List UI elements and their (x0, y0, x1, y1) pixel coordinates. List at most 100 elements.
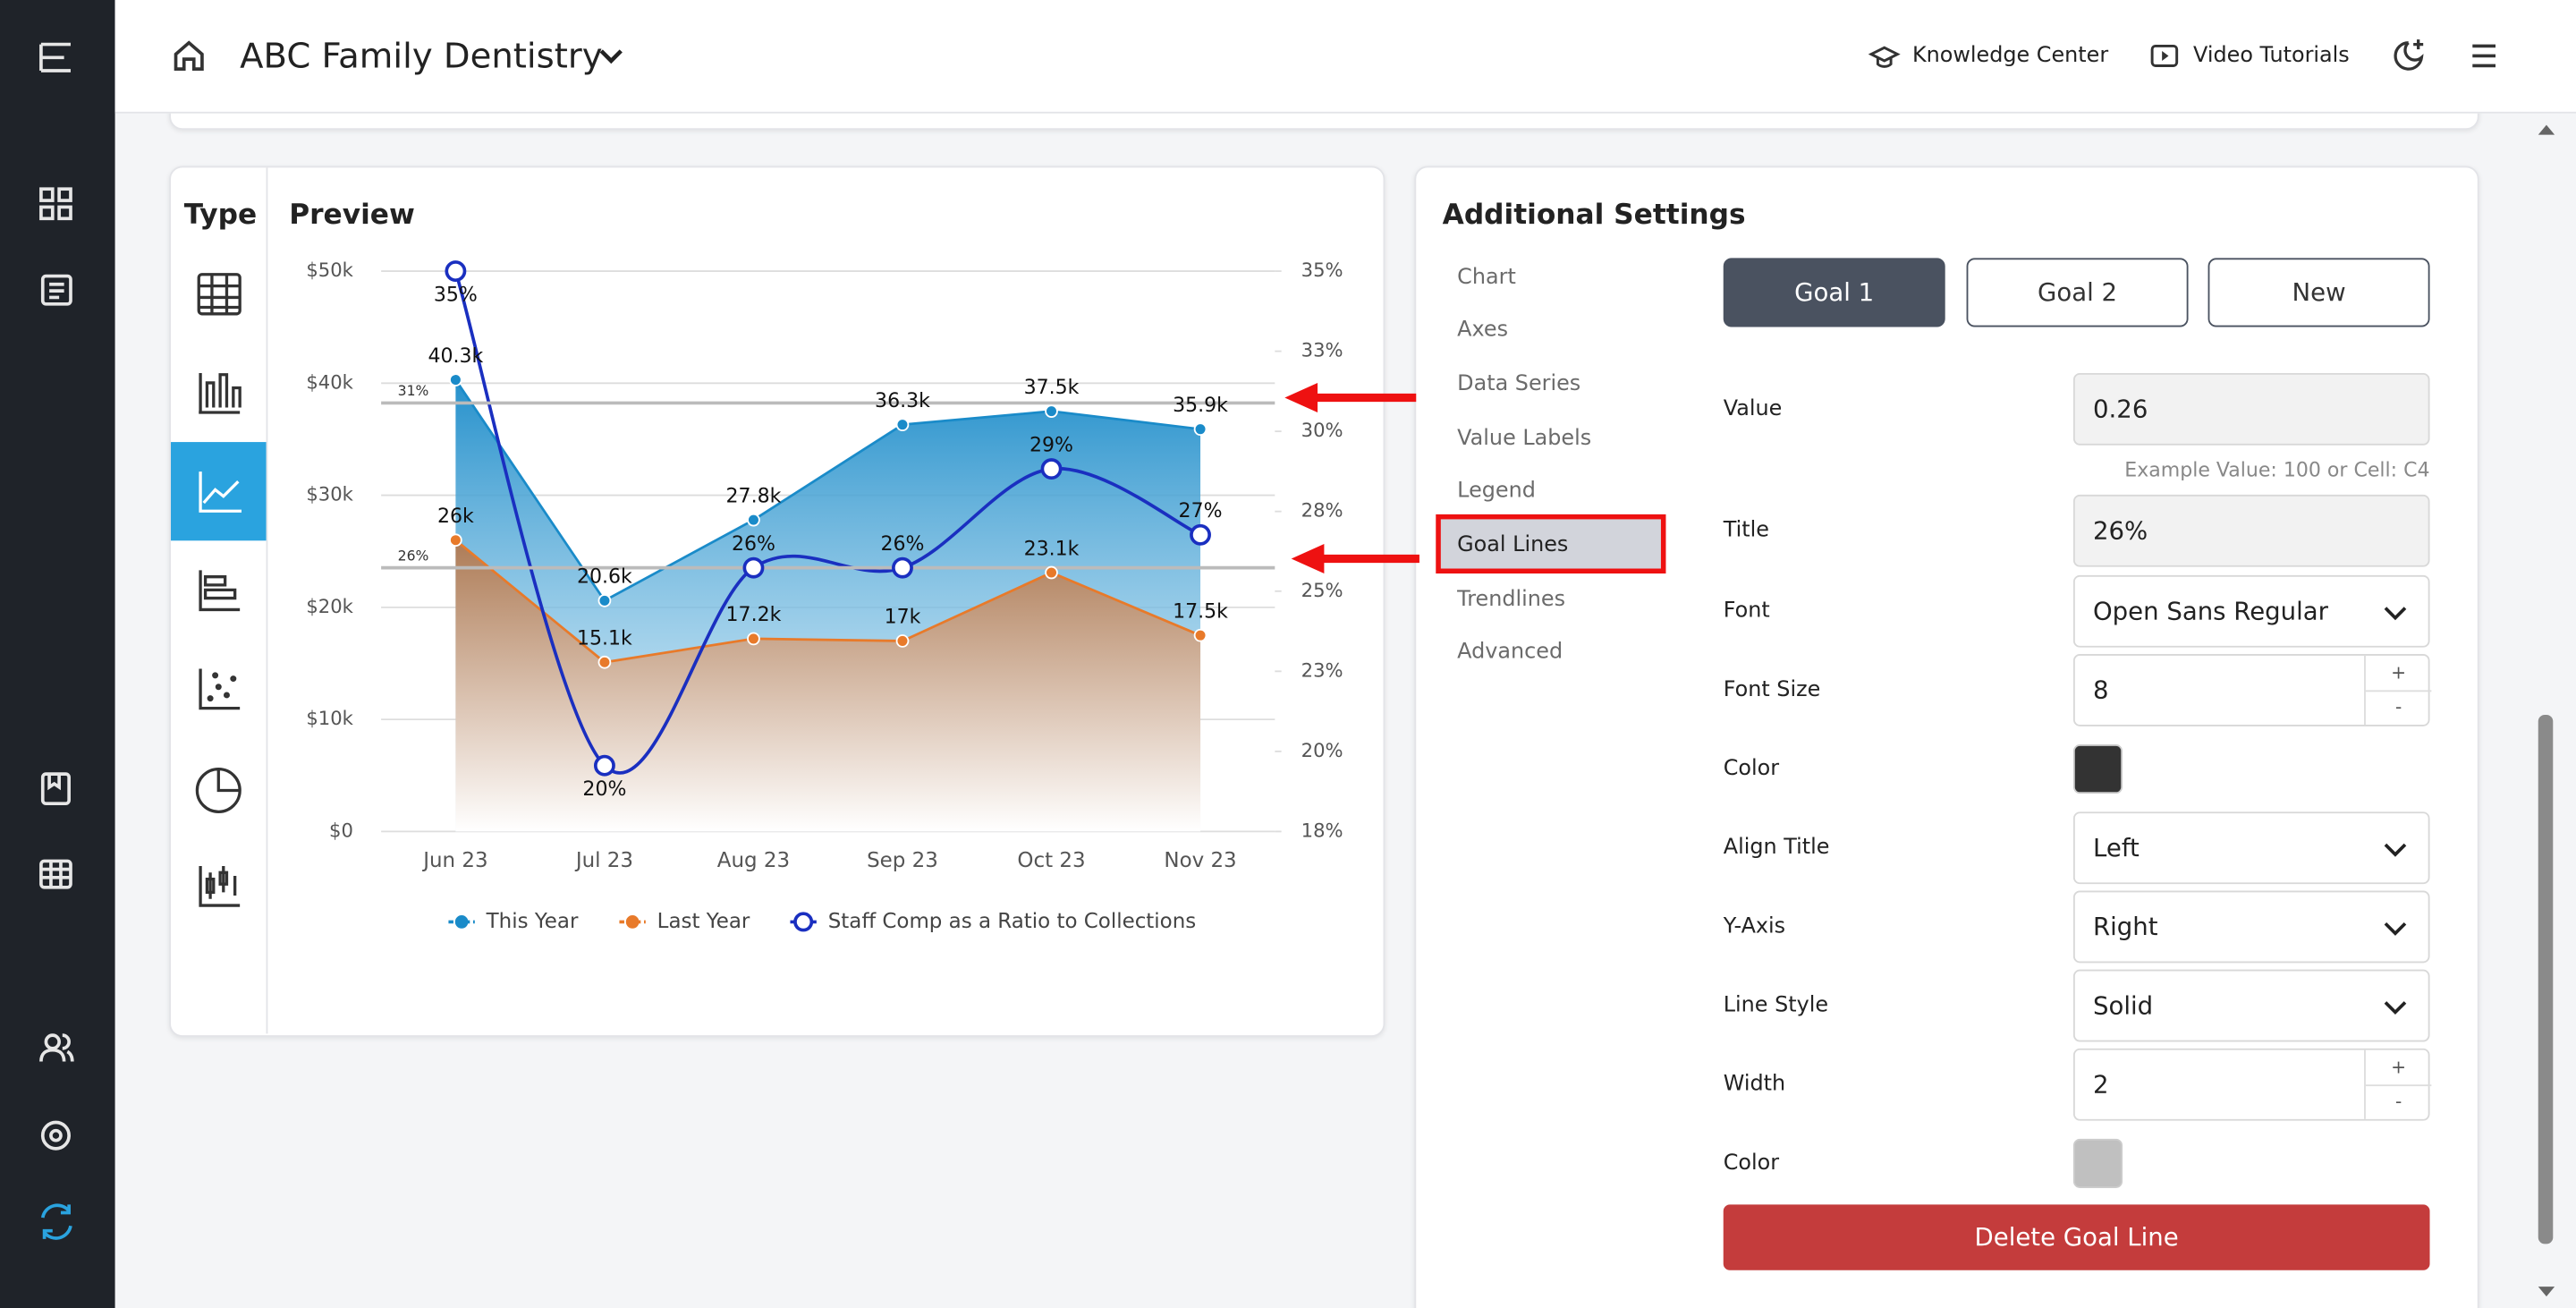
stepper-button[interactable]: + (2391, 1057, 2407, 1078)
value-label: 26% (732, 533, 775, 556)
book-icon[interactable] (40, 772, 71, 806)
home-icon[interactable] (174, 40, 204, 71)
pie-type[interactable] (195, 767, 242, 814)
goal-tab[interactable]: New (2207, 258, 2430, 327)
scroll-up[interactable] (2538, 124, 2555, 135)
value-label: 40.3k (428, 345, 483, 368)
field-input[interactable]: 26% (2072, 494, 2430, 567)
field-label: Line Style (1723, 993, 1829, 1018)
video-icon[interactable] (2150, 44, 2179, 67)
hbar-type[interactable] (199, 570, 241, 612)
stepper-divider (2365, 690, 2432, 692)
header-icons (174, 39, 2496, 71)
stepper-button[interactable]: - (2394, 696, 2402, 718)
users-icon[interactable] (39, 1033, 74, 1062)
scrollbar-thumb[interactable] (2538, 714, 2554, 1244)
legend-marker (454, 915, 469, 929)
menu-item[interactable]: Data Series (1457, 372, 1581, 397)
legend-label: Last Year (657, 910, 750, 933)
chevron (2384, 607, 2407, 621)
value-label: 29% (1030, 434, 1073, 456)
stepper-button[interactable]: - (2394, 1091, 2402, 1113)
reports-icon[interactable] (40, 274, 72, 306)
sync-icon[interactable] (40, 1203, 72, 1240)
area-line (454, 539, 1201, 664)
field-input[interactable]: Right (2072, 890, 2430, 964)
chevron-path (2384, 1001, 2407, 1015)
field-value: Solid (2093, 990, 2154, 1021)
field-label: Value (1723, 396, 1783, 422)
y2-tick-label: 20% (1301, 739, 1343, 761)
value-label: 26% (880, 533, 924, 556)
delete-button[interactable]: Delete Goal Line (1723, 1204, 2430, 1270)
menu-item[interactable]: Value Labels (1457, 426, 1592, 452)
point (449, 533, 462, 548)
knowledge-link[interactable]: Knowledge Center (1911, 43, 2109, 69)
goal-label: 31% (398, 383, 429, 399)
chevron (2384, 843, 2407, 857)
settings-title: Additional Settings (1442, 199, 1746, 232)
stepper-divider (2364, 655, 2366, 726)
value-label: 37.5k (1024, 377, 1080, 399)
legend-label: This Year (486, 910, 579, 933)
field-hint: Example Value: 100 or Cell: C4 (2124, 458, 2430, 482)
y2-tick-label: 35% (1301, 259, 1343, 281)
stepper-divider (2365, 1084, 2432, 1087)
y-tick-label: $0 (329, 819, 353, 841)
candle-type[interactable] (199, 865, 241, 907)
field-input[interactable]: 8 + - (2072, 654, 2432, 726)
arrow-head (1284, 382, 1318, 413)
value-label: 20% (582, 778, 626, 801)
menu-item[interactable]: Trendlines (1457, 587, 1566, 613)
field-value: 2 (2093, 1069, 2109, 1100)
field-input[interactable]: 2 + - (2072, 1048, 2432, 1121)
line-type[interactable] (199, 471, 242, 513)
scatter-type[interactable] (199, 668, 241, 710)
menu-item[interactable]: Legend (1457, 479, 1536, 504)
point (895, 418, 910, 432)
field-input[interactable]: Open Sans Regular (2072, 574, 2430, 648)
legend-label: Staff Comp as a Ratio to Collections (828, 910, 1196, 933)
goal-tab[interactable]: Goal 2 (1966, 258, 2189, 327)
scroll-down[interactable] (2538, 1287, 2555, 1297)
menu-item[interactable]: Axes (1457, 318, 1509, 343)
field-input[interactable]: 0.26 (2072, 372, 2430, 446)
chevron (2384, 1001, 2407, 1015)
dropdown-icon[interactable] (599, 49, 623, 64)
field-label: Font Size (1723, 677, 1821, 703)
value-label: 15.1k (577, 628, 632, 650)
table-icon[interactable] (39, 859, 72, 889)
y-tick-label: $10k (306, 707, 353, 729)
x-tick-label: Jun 23 (421, 849, 487, 872)
dashboard-icon[interactable] (39, 187, 72, 221)
y-tick-label: $50k (306, 259, 353, 281)
type-icons (195, 273, 242, 907)
field-input[interactable]: Left (2072, 811, 2430, 885)
stepper-button[interactable]: + (2391, 662, 2407, 684)
hamburger-icon[interactable] (2472, 44, 2496, 68)
x-tick-label: Oct 23 (1017, 849, 1085, 872)
field-input[interactable]: Solid (2072, 969, 2430, 1042)
menu-item[interactable]: Advanced (1457, 640, 1563, 665)
color-swatch[interactable] (2072, 1138, 2123, 1188)
field-value: 8 (2093, 675, 2109, 705)
chevron-path (2384, 843, 2407, 857)
color-swatch[interactable] (2072, 744, 2123, 794)
app-title[interactable]: ABC Family Dentistry (240, 36, 603, 76)
bar-type[interactable] (199, 372, 242, 414)
video-link[interactable]: Video Tutorials (2193, 43, 2350, 69)
menu-item[interactable]: Chart (1457, 265, 1516, 291)
table-type[interactable] (197, 273, 242, 316)
point (1045, 565, 1058, 580)
menu-item[interactable]: Goal Lines (1457, 533, 1569, 558)
y2-tick-label: 30% (1301, 419, 1343, 441)
knowledge-icon[interactable] (1868, 46, 1901, 68)
x-tick-label: Aug 23 (717, 849, 790, 872)
settings-icon[interactable] (40, 1120, 71, 1151)
theme-icon[interactable] (2394, 39, 2424, 71)
field-label: Y-Axis (1723, 914, 1786, 939)
goal-tab[interactable]: Goal 1 (1723, 258, 1945, 327)
menu-icon[interactable] (39, 42, 71, 72)
chevron-path (2384, 922, 2407, 936)
point (597, 593, 612, 607)
